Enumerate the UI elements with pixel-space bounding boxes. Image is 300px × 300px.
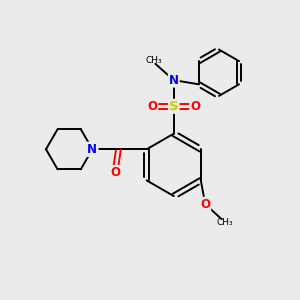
Text: S: S: [169, 100, 178, 113]
Text: CH₃: CH₃: [146, 56, 162, 65]
Text: O: O: [190, 100, 200, 113]
Text: CH₃: CH₃: [216, 218, 233, 227]
Text: N: N: [169, 74, 179, 87]
Text: O: O: [147, 100, 158, 113]
Text: N: N: [87, 143, 98, 156]
Text: N: N: [87, 143, 98, 156]
Text: O: O: [200, 198, 210, 211]
Text: O: O: [110, 166, 120, 179]
